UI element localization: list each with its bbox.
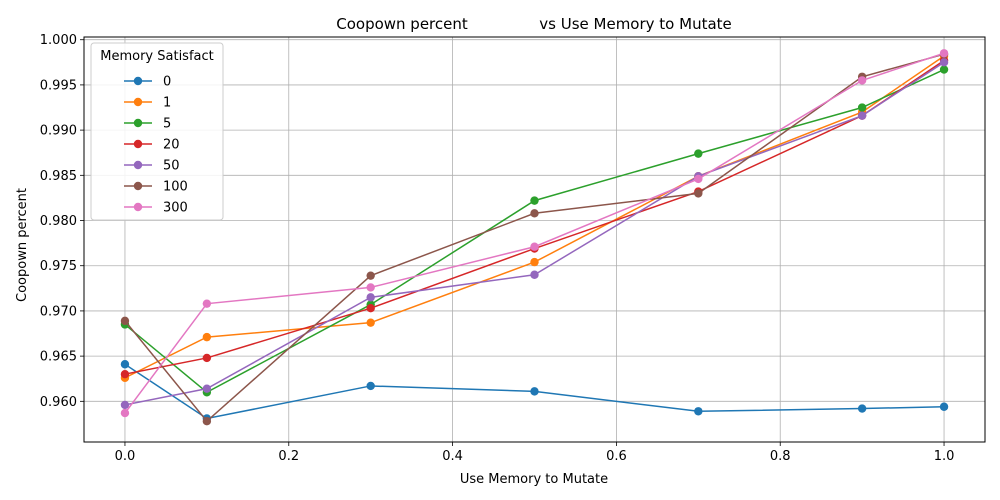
legend-marker bbox=[133, 202, 143, 212]
legend: Memory Satisfact 0 1 5 20 50 100 300 bbox=[90, 42, 224, 221]
data-point bbox=[120, 408, 130, 418]
data-point bbox=[530, 257, 539, 267]
legend-box bbox=[90, 42, 224, 221]
x-tick-label: 1.0 bbox=[934, 449, 955, 464]
legend-entry-label: 50 bbox=[163, 159, 180, 174]
data-point bbox=[530, 387, 539, 396]
legend-marker bbox=[133, 118, 143, 128]
data-point bbox=[694, 174, 703, 184]
y-tick-label: 1.000 bbox=[40, 33, 77, 48]
series-50 bbox=[120, 58, 949, 410]
data-point bbox=[366, 293, 375, 302]
data-point bbox=[939, 49, 949, 58]
legend-entry-label: 1 bbox=[163, 96, 171, 111]
data-point bbox=[939, 65, 949, 74]
data-point bbox=[202, 299, 212, 308]
data-point bbox=[202, 417, 212, 426]
legend-marker bbox=[133, 160, 143, 170]
y-axis-label: Coopown percent bbox=[15, 188, 30, 302]
x-tick-label: 0.8 bbox=[770, 449, 791, 464]
legend-entry-label: 0 bbox=[163, 75, 171, 90]
data-point bbox=[120, 316, 130, 326]
data-point bbox=[366, 304, 375, 313]
series-300 bbox=[120, 49, 949, 418]
x-tick-label: 0.4 bbox=[442, 449, 463, 464]
legend-entry-label: 20 bbox=[163, 138, 180, 153]
chart-title: Coopown percent vs Use Memory to Mutate bbox=[336, 15, 732, 33]
legend-marker bbox=[133, 139, 143, 149]
data-point bbox=[120, 400, 130, 410]
data-point bbox=[120, 360, 130, 369]
y-tick-label: 0.990 bbox=[40, 124, 77, 139]
data-point bbox=[530, 196, 539, 205]
legend-marker bbox=[133, 97, 143, 107]
x-tick-label: 0.0 bbox=[115, 449, 136, 464]
data-point bbox=[857, 76, 867, 85]
data-point bbox=[530, 209, 539, 218]
data-point bbox=[530, 270, 539, 279]
data-point bbox=[120, 369, 130, 379]
plot-frame bbox=[83, 36, 986, 443]
data-point bbox=[694, 407, 703, 416]
legend-entry-label: 5 bbox=[163, 117, 171, 132]
legend-marker bbox=[133, 181, 143, 191]
legend-entry-label: 100 bbox=[163, 180, 188, 195]
y-tick-label: 0.970 bbox=[40, 304, 77, 319]
legend-title: Memory Satisfact bbox=[100, 49, 214, 64]
data-point bbox=[366, 271, 375, 280]
series-group bbox=[120, 49, 949, 426]
data-point bbox=[857, 111, 867, 120]
data-point bbox=[202, 384, 212, 393]
y-tick-label: 0.965 bbox=[40, 350, 77, 365]
data-point bbox=[939, 58, 949, 67]
data-point bbox=[366, 283, 375, 292]
legend-entry-label: 300 bbox=[163, 201, 188, 216]
y-tick-label: 0.980 bbox=[40, 214, 77, 229]
x-tick-label: 0.6 bbox=[606, 449, 627, 464]
data-point bbox=[202, 353, 212, 363]
axes: 0.0 0.2 0.4 0.6 0.8 1.0 0.960 0.965 0.970 0.975 0.… bbox=[40, 33, 955, 464]
y-tick-label: 0.985 bbox=[40, 169, 77, 184]
data-point bbox=[694, 149, 703, 158]
data-point bbox=[857, 404, 867, 413]
legend-marker bbox=[133, 76, 143, 86]
y-tick-label: 0.975 bbox=[40, 259, 77, 274]
data-point bbox=[939, 402, 949, 411]
data-point bbox=[530, 242, 539, 251]
data-point bbox=[694, 189, 703, 198]
data-point bbox=[202, 332, 212, 342]
x-tick-label: 0.2 bbox=[278, 449, 299, 464]
y-tick-label: 0.995 bbox=[40, 78, 77, 93]
data-point bbox=[366, 318, 375, 327]
y-tick-label: 0.960 bbox=[40, 395, 77, 410]
data-point bbox=[366, 381, 375, 391]
data-point bbox=[857, 103, 867, 112]
x-axis-label: Use Memory to Mutate bbox=[460, 472, 608, 487]
